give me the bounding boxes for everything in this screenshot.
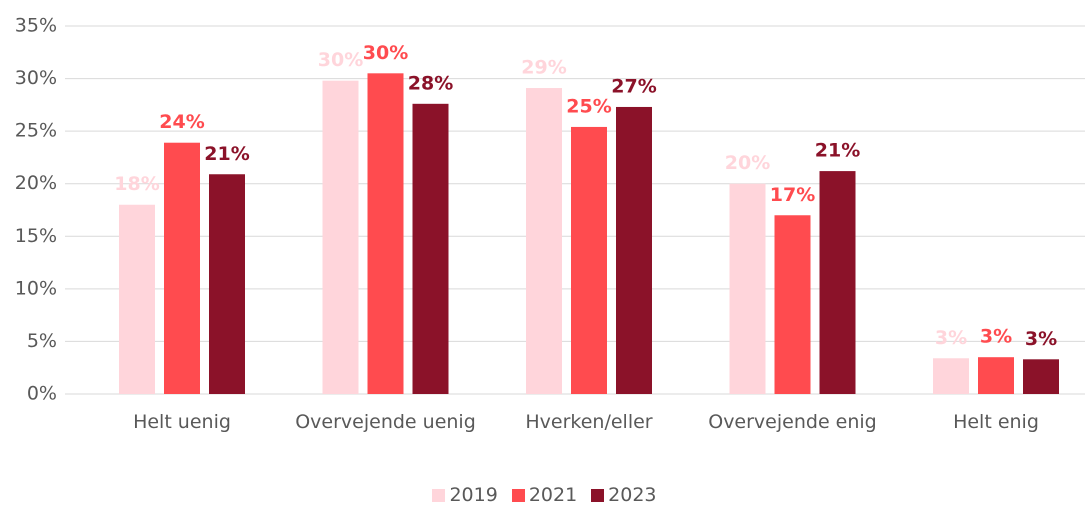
legend-item: 2023 xyxy=(591,484,657,506)
bar xyxy=(1023,359,1059,394)
y-tick-label: 35% xyxy=(15,15,57,37)
data-label: 27% xyxy=(611,75,656,97)
y-tick-label: 20% xyxy=(15,172,57,194)
legend-item: 2021 xyxy=(511,484,578,506)
x-tick-label: Overvejende enig xyxy=(708,411,877,433)
data-label: 25% xyxy=(566,95,611,117)
x-tick-label: Hverken/eller xyxy=(525,411,653,433)
data-label: 28% xyxy=(408,72,453,94)
x-tick-label: Helt uenig xyxy=(133,411,231,433)
legend-label: 2021 xyxy=(528,484,578,506)
bar xyxy=(571,126,607,395)
data-label: 30% xyxy=(318,49,363,71)
data-label: 24% xyxy=(159,111,204,133)
bar xyxy=(209,174,245,394)
y-tick-label: 0% xyxy=(27,383,57,405)
bar xyxy=(729,183,766,394)
legend-swatch xyxy=(591,488,605,502)
y-tick-label: 30% xyxy=(15,67,57,89)
legend-label: 2019 xyxy=(449,484,498,506)
bar xyxy=(978,357,1014,394)
legend: 2019 2021 2023 xyxy=(0,484,1089,506)
data-label: 21% xyxy=(204,143,249,165)
bar xyxy=(526,88,562,394)
bar xyxy=(164,142,200,394)
bar xyxy=(819,171,856,394)
y-tick-label: 5% xyxy=(27,330,57,352)
bar xyxy=(933,358,969,394)
legend-label: 2023 xyxy=(608,484,657,506)
bar xyxy=(774,215,811,394)
y-tick-label: 10% xyxy=(15,277,57,299)
legend-swatch xyxy=(432,488,446,502)
legend-swatch xyxy=(511,488,525,502)
x-tick-label: Overvejende uenig xyxy=(295,411,476,433)
legend-item: 2019 xyxy=(432,484,498,506)
data-label: 3% xyxy=(980,326,1012,348)
bar xyxy=(367,73,404,395)
data-label: 18% xyxy=(114,173,159,195)
data-label: 3% xyxy=(935,327,967,349)
y-tick-label: 15% xyxy=(15,225,57,247)
x-tick-label: Helt enig xyxy=(953,411,1039,433)
bar xyxy=(412,103,449,394)
data-label: 17% xyxy=(770,184,815,206)
data-label: 29% xyxy=(521,57,566,79)
bar xyxy=(616,106,652,395)
bar xyxy=(119,204,155,394)
data-label: 3% xyxy=(1025,328,1057,350)
data-label: 20% xyxy=(725,152,770,174)
data-label: 21% xyxy=(815,140,860,162)
bar xyxy=(322,80,359,394)
y-tick-label: 25% xyxy=(15,120,57,142)
data-label: 30% xyxy=(363,42,408,64)
